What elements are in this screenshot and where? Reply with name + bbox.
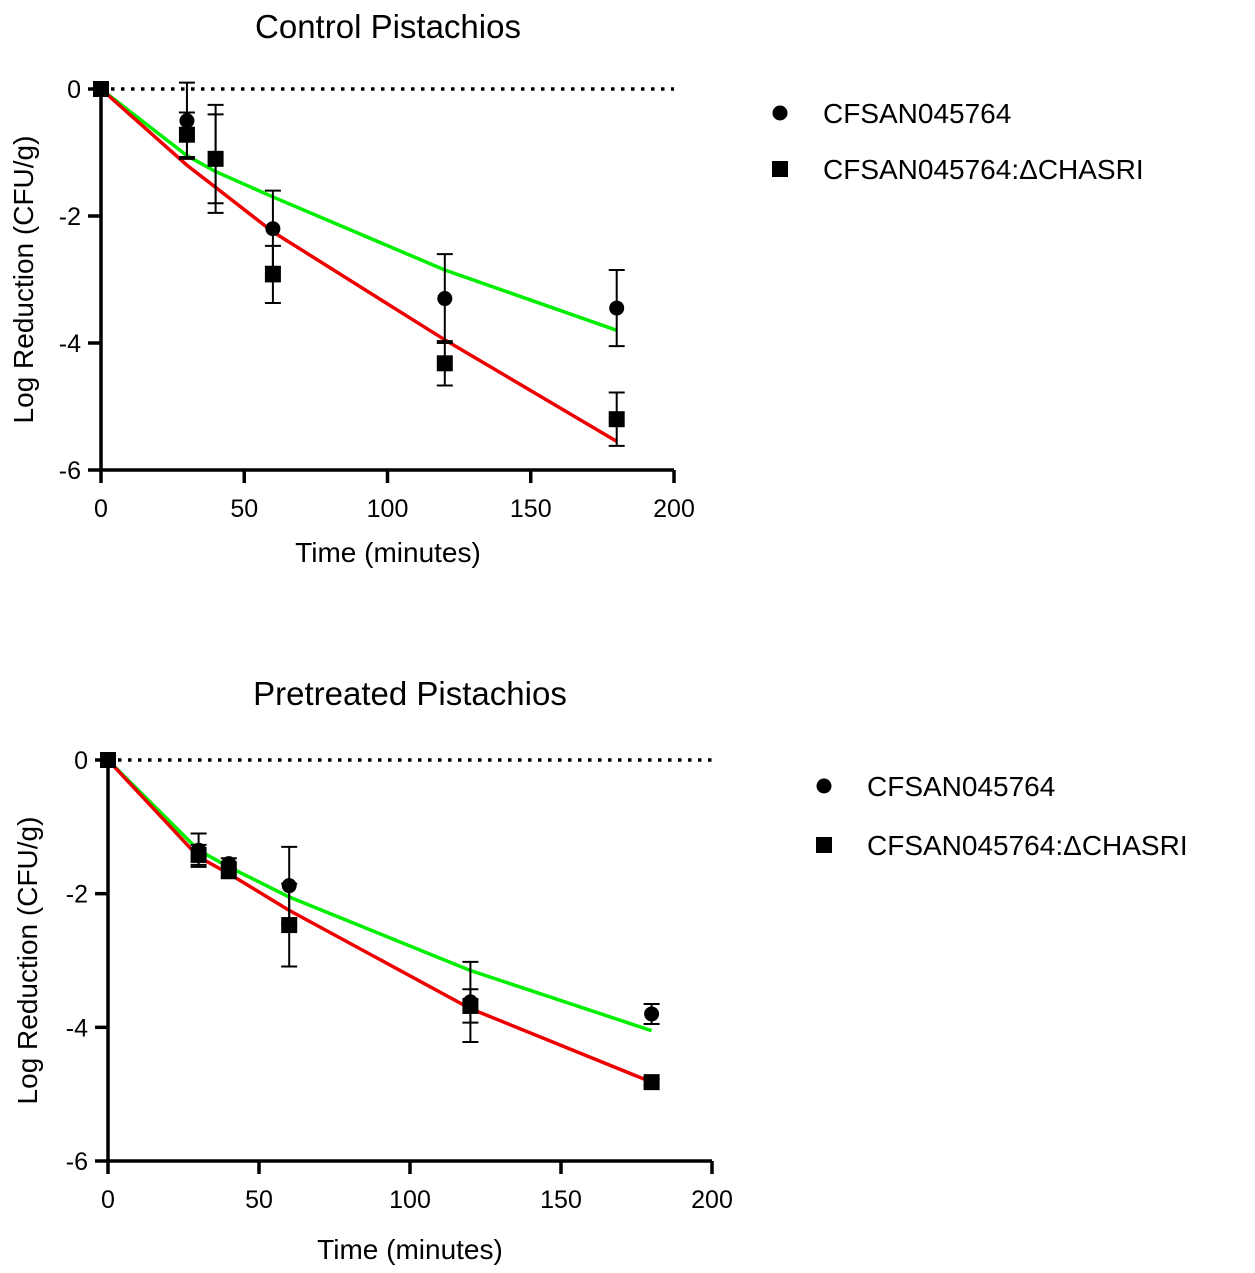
fit-line-red xyxy=(99,87,618,443)
y-tick-label: -2 xyxy=(66,881,88,909)
legend-label: CFSAN045764:ΔCHASRI xyxy=(867,830,1188,861)
data-point-circle xyxy=(265,221,281,237)
legend-marker-square xyxy=(772,161,788,177)
x-tick-label: 50 xyxy=(230,495,258,523)
legend-marker-square xyxy=(816,837,832,853)
data-point-square xyxy=(264,266,281,283)
y-tick-label: 0 xyxy=(74,747,88,775)
data-point-square xyxy=(100,752,116,768)
data-point-square xyxy=(190,846,207,863)
y-axis-label: Log Reduction (CFU/g) xyxy=(12,817,43,1105)
data-point-square xyxy=(207,150,224,167)
legend: CFSAN045764 CFSAN045764:ΔCHASRI xyxy=(816,771,1188,861)
x-tick-label: 200 xyxy=(653,495,695,523)
y-axis-label: Log Reduction (CFU/g) xyxy=(8,136,39,424)
y-tick-label: -2 xyxy=(59,203,81,231)
x-tick-label: 150 xyxy=(510,495,552,523)
y-tick-label: 0 xyxy=(67,76,81,104)
y-tick-label: -4 xyxy=(59,330,81,358)
data-point-circle xyxy=(644,1006,660,1022)
legend-marker-circle xyxy=(772,105,788,121)
fit-line-green xyxy=(99,87,618,332)
data-point-circle xyxy=(609,300,625,316)
legend: CFSAN045764 CFSAN045764:ΔCHASRI xyxy=(772,98,1144,185)
x-tick-label: 50 xyxy=(245,1186,273,1214)
data-point-square xyxy=(281,917,298,934)
x-tick-label: 100 xyxy=(367,495,409,523)
series-square xyxy=(100,752,660,1091)
data-point-square xyxy=(178,126,195,143)
x-tick-label: 100 xyxy=(389,1186,431,1214)
x-axis-label: Time (minutes) xyxy=(295,537,481,568)
chart-title: Pretreated Pistachios xyxy=(253,675,567,712)
data-point-circle xyxy=(437,291,453,307)
series-circle xyxy=(100,752,660,1044)
legend-label: CFSAN045764:ΔCHASRI xyxy=(823,154,1144,185)
series-square xyxy=(93,81,625,447)
data-point-square xyxy=(93,81,109,97)
legend-label: CFSAN045764 xyxy=(823,98,1011,129)
y-tick-label: -6 xyxy=(66,1148,88,1176)
x-tick-label: 0 xyxy=(101,1186,115,1214)
x-tick-label: 150 xyxy=(540,1186,582,1214)
y-tick-label: -4 xyxy=(66,1014,88,1042)
data-point-square xyxy=(643,1074,660,1091)
data-point-square xyxy=(220,862,237,879)
x-axis-label: Time (minutes) xyxy=(317,1234,503,1265)
fit-line-green xyxy=(106,758,653,1033)
x-tick-label: 0 xyxy=(94,495,108,523)
data-point-square xyxy=(436,355,453,372)
fit-line-red xyxy=(106,758,653,1084)
legend-label: CFSAN045764 xyxy=(867,771,1055,802)
data-point-square xyxy=(462,997,479,1014)
chart-panel-2: Pretreated Pistachios 0 50 100 150 200 0 -2 -4 -6… xyxy=(12,675,1188,1265)
data-point-square xyxy=(608,411,625,428)
y-tick-label: -6 xyxy=(59,457,81,485)
chart-panel-1: Control Pistachios 0 50 100 150 200 0 -2 -4 -6 Tim… xyxy=(8,8,1144,568)
x-tick-label: 200 xyxy=(691,1186,733,1214)
chart-title: Control Pistachios xyxy=(255,8,521,45)
legend-marker-circle xyxy=(816,778,832,794)
